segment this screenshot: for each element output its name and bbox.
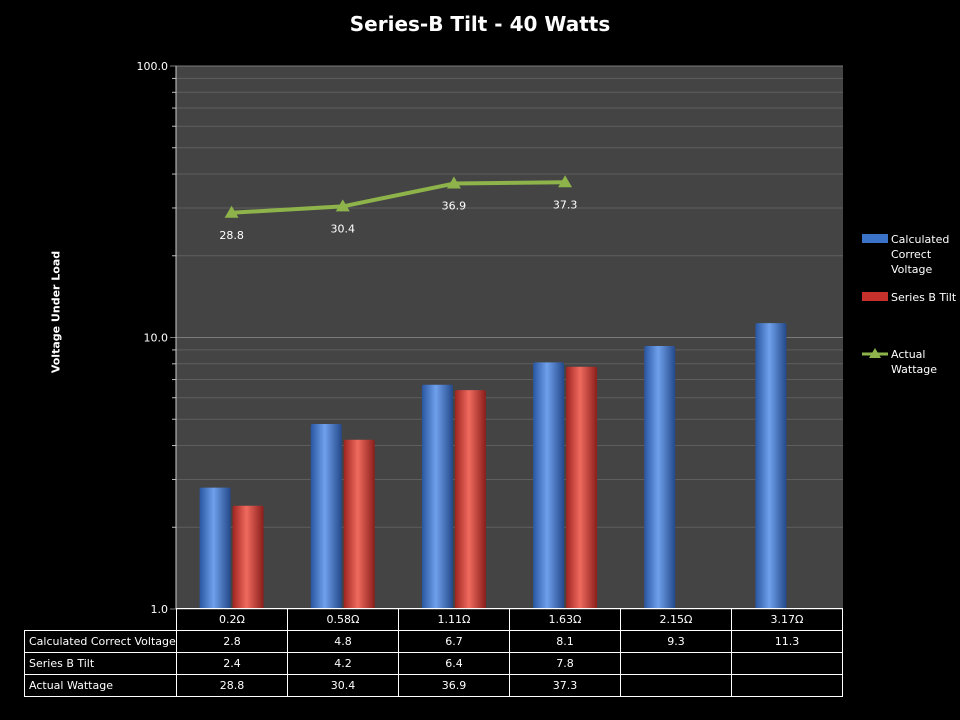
data-label: 28.8: [219, 229, 244, 242]
table-cell: [620, 674, 732, 697]
table-corner: [25, 609, 177, 631]
line-marker: [558, 175, 573, 188]
table-row: Actual Wattage 28.8 30.4 36.9 37.3: [24, 674, 843, 697]
bar-series-b-tilt: [343, 439, 375, 609]
legend-label-calculated: Calculated Correct Voltage: [891, 233, 950, 276]
table-row-header: Series B Tilt: [24, 652, 177, 675]
legend-label-series-b: Series B Tilt: [891, 291, 957, 304]
table-row: Series B Tilt 2.4 4.2 6.4 7.8: [24, 652, 843, 675]
table-cell: 36.9: [398, 674, 510, 697]
table-cell: 4.2: [287, 652, 399, 675]
bar-calculated-voltage: [533, 362, 565, 609]
table-cell: 28.8: [176, 674, 288, 697]
data-label: 37.3: [553, 198, 578, 211]
table-header-cell: 1.63Ω: [509, 608, 621, 631]
bar-series-b-tilt: [566, 366, 598, 609]
table-row: Calculated Correct Voltage 2.8 4.8 6.7 8…: [24, 630, 843, 653]
bar-calculated-voltage: [644, 346, 676, 609]
table-cell: 2.4: [176, 652, 288, 675]
legend-swatch-red: [862, 292, 888, 301]
chart-title: Series-B Tilt - 40 Watts: [349, 12, 611, 36]
table-cell: 11.3: [731, 630, 843, 653]
table-header-cell: 0.2Ω: [176, 608, 288, 631]
table-cell: 30.4: [287, 674, 399, 697]
table-cell: 4.8: [287, 630, 399, 653]
table-header-cell: 0.58Ω: [287, 608, 399, 631]
line-marker: [224, 205, 239, 218]
y-tick-label: 10.0: [144, 332, 169, 345]
bar-calculated-voltage: [310, 424, 342, 609]
data-table: 0.2Ω 0.58Ω 1.11Ω 1.63Ω 2.15Ω 3.17Ω Calcu…: [24, 608, 843, 697]
bar-series-b-tilt: [232, 505, 264, 609]
line-marker: [446, 176, 461, 189]
table-cell: [731, 652, 843, 675]
bar-calculated-voltage: [755, 323, 787, 609]
line-marker: [335, 199, 350, 212]
data-label: 30.4: [331, 222, 356, 235]
table-cell: 6.4: [398, 652, 510, 675]
table-cell: 7.8: [509, 652, 621, 675]
table-cell: 2.8: [176, 630, 288, 653]
legend-label-actual-wattage: Actual Wattage: [891, 348, 938, 376]
bar-series-b-tilt: [454, 390, 486, 609]
table-header-row: 0.2Ω 0.58Ω 1.11Ω 1.63Ω 2.15Ω 3.17Ω: [25, 608, 843, 631]
table-header-cell: 1.11Ω: [398, 608, 510, 631]
line-actual-wattage: [231, 180, 566, 215]
y-tick-label: 1.0: [151, 603, 169, 616]
y-tick-label: 100.0: [137, 60, 169, 73]
table-row-header: Actual Wattage: [24, 674, 177, 697]
legend-swatch-line-icon: [862, 348, 888, 358]
table-header-cell: 2.15Ω: [620, 608, 732, 631]
table-cell: 37.3: [509, 674, 621, 697]
legend-swatch-blue: [862, 234, 888, 243]
table-header-cell: 3.17Ω: [731, 608, 843, 631]
table-cell: [731, 674, 843, 697]
table-cell: 9.3: [620, 630, 732, 653]
table-cell: 6.7: [398, 630, 510, 653]
bar-calculated-voltage: [199, 487, 231, 609]
data-label: 36.9: [442, 200, 467, 213]
table-row-header: Calculated Correct Voltage: [24, 630, 177, 653]
table-cell: 8.1: [509, 630, 621, 653]
table-cell: [620, 652, 732, 675]
bar-calculated-voltage: [421, 384, 453, 609]
